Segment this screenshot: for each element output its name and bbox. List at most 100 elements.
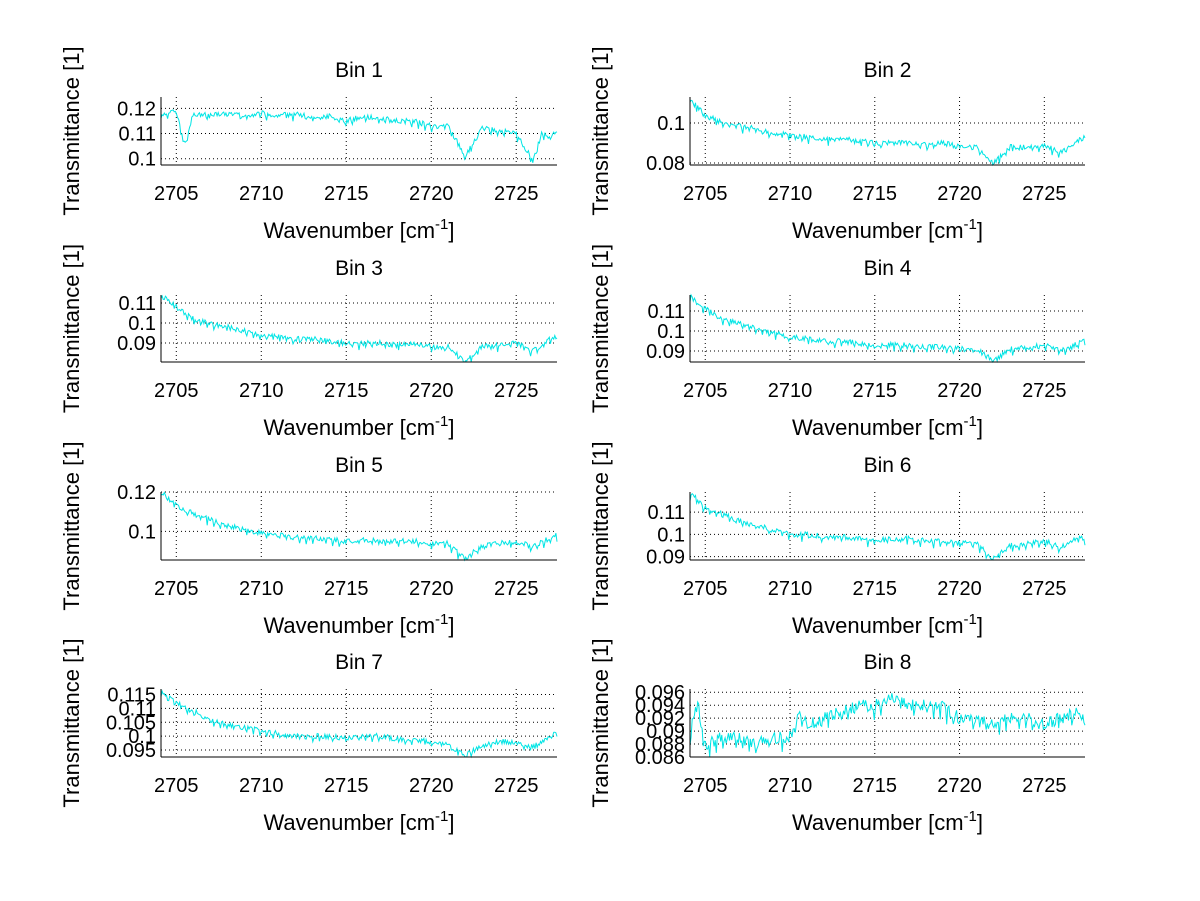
y-tick-label: 0.09 [646, 547, 685, 569]
x-tick-label: 2705 [683, 380, 728, 402]
y-tick-label: 0.08 [646, 153, 685, 175]
x-tick-label: 2705 [154, 380, 199, 402]
x-tick-label: 2725 [1022, 578, 1067, 600]
x-tick-label: 2705 [154, 578, 199, 600]
series-line-bin-4 [689, 293, 1086, 363]
y-tick-label: 0.086 [635, 747, 685, 769]
x-tick-label: 2705 [683, 183, 728, 205]
x-axis-label: Wavenumber [cm-1] [792, 808, 983, 835]
subplot-title: Bin 2 [864, 59, 912, 82]
x-tick-label: 2710 [768, 578, 813, 600]
subplot-title: Bin 7 [335, 651, 383, 674]
y-axis-label: Transmittance [1] [59, 46, 84, 215]
x-tick-label: 2710 [768, 775, 813, 797]
x-tick-label: 2720 [937, 578, 982, 600]
x-tick-label: 2725 [494, 578, 539, 600]
y-axis-label: Transmittance [1] [59, 441, 84, 610]
y-tick-label: 0.11 [119, 124, 156, 146]
series-line-bin-5 [160, 491, 558, 562]
subplot-title: Bin 8 [864, 651, 912, 674]
x-tick-label: 2720 [409, 775, 454, 797]
y-tick-label: 0.12 [117, 482, 156, 504]
x-tick-label: 2720 [409, 380, 454, 402]
subplot-bin-8: 2705 2710 2715 2720 27250.0860.0880.090.0920… [588, 638, 1086, 835]
y-tick-label: 0.09 [117, 333, 156, 355]
y-tick-label: 0.1 [657, 113, 685, 135]
y-tick-label: 0.096 [635, 682, 685, 704]
y-tick-label: 0.105 [106, 712, 156, 734]
x-tick-label: 2715 [324, 380, 369, 402]
x-tick-label: 2710 [768, 183, 813, 205]
x-tick-label: 2710 [768, 380, 813, 402]
x-axis-label: Wavenumber [cm-1] [792, 413, 983, 440]
x-tick-label: 2715 [853, 775, 898, 797]
y-tick-label: 0.094 [635, 695, 685, 717]
x-tick-label: 2705 [154, 183, 199, 205]
y-axis-label: Transmittance [1] [588, 244, 613, 413]
y-tick-label: 0.1 [128, 521, 156, 543]
series-line-bin-8 [689, 693, 1086, 757]
y-axis-label: Transmittance [1] [588, 441, 613, 610]
x-tick-label: 2725 [1022, 775, 1067, 797]
x-tick-label: 2715 [324, 775, 369, 797]
x-tick-label: 2725 [494, 380, 539, 402]
y-tick-label: 0.11 [648, 301, 685, 323]
x-tick-label: 2710 [239, 775, 284, 797]
subplot-bin-5: 2705 2710 2715 2720 2725 0.1 0.12 Bin 5 Wavenumb… [59, 441, 558, 638]
subplot-bin-2: 2705 2710 2715 2720 2725 0.08 0.1 Bin 2 Wavenumb… [588, 46, 1086, 243]
y-tick-label: 0.088 [635, 734, 685, 756]
x-tick-label: 2720 [937, 380, 982, 402]
x-axis-label: Wavenumber [cm-1] [263, 611, 454, 638]
series-line-bin-3 [160, 294, 558, 363]
x-tick-label: 2720 [937, 775, 982, 797]
x-tick-label: 2725 [494, 775, 539, 797]
x-axis-label: Wavenumber [cm-1] [263, 216, 454, 243]
subplot-bin-6: 2705 2710 2715 2720 2725 0.090.10.11 Bin 6 Wave… [588, 441, 1086, 638]
x-tick-label: 2705 [683, 578, 728, 600]
x-axis-label: Wavenumber [cm-1] [263, 413, 454, 440]
subplot-title: Bin 3 [335, 257, 383, 280]
x-tick-label: 2715 [324, 183, 369, 205]
subplot-bin-4: 2705 2710 2715 2720 2725 0.090.10.11 Bin 4 Wave… [588, 244, 1086, 440]
x-tick-label: 2715 [853, 380, 898, 402]
y-tick-label: 0.11 [119, 698, 156, 720]
y-tick-label: 0.1 [128, 149, 156, 171]
x-axis-label: Wavenumber [cm-1] [792, 216, 983, 243]
x-tick-label: 2715 [324, 578, 369, 600]
x-tick-label: 2720 [409, 578, 454, 600]
x-tick-label: 2710 [239, 578, 284, 600]
y-tick-label: 0.1 [657, 524, 685, 546]
subplot-title: Bin 6 [864, 454, 912, 477]
y-tick-label: 0.1 [128, 726, 156, 748]
series-line-bin-6 [689, 492, 1086, 561]
y-tick-label: 0.12 [117, 98, 156, 120]
y-tick-label: 0.11 [119, 293, 156, 315]
y-tick-label: 0.11 [648, 502, 685, 524]
x-tick-label: 2720 [409, 183, 454, 205]
subplot-bin-1: 2705 2710 2715 2720 2725 0.1 0.11 0.12 Bin 1 Wave… [59, 46, 558, 243]
y-tick-label: 0.095 [106, 740, 156, 762]
subplot-title: Bin 4 [864, 257, 912, 280]
y-tick-label: 0.09 [646, 721, 685, 743]
series-line-bin-7 [160, 689, 558, 759]
y-tick-label: 0.1 [657, 321, 685, 343]
series-line-bin-2 [689, 99, 1086, 167]
y-tick-label: 0.115 [107, 685, 156, 707]
subplot-bin-3: 2705 2710 2715 2720 2725 0.090.10.11 Bin 3 Wave… [59, 244, 558, 440]
x-tick-label: 2715 [853, 183, 898, 205]
y-tick-label: 0.1 [128, 313, 156, 335]
x-tick-label: 2710 [239, 380, 284, 402]
y-tick-label: 0.092 [635, 708, 685, 730]
y-tick-label: 0.09 [646, 341, 685, 363]
x-tick-label: 2715 [853, 578, 898, 600]
y-axis-label: Transmittance [1] [59, 638, 84, 807]
series-line-bin-1 [160, 109, 558, 163]
x-tick-label: 2705 [154, 775, 199, 797]
subplot-title: Bin 1 [335, 59, 383, 82]
y-axis-label: Transmittance [1] [588, 638, 613, 807]
x-tick-label: 2710 [239, 183, 284, 205]
x-tick-label: 2725 [1022, 183, 1067, 205]
x-tick-label: 2720 [937, 183, 982, 205]
x-tick-label: 2705 [683, 775, 728, 797]
